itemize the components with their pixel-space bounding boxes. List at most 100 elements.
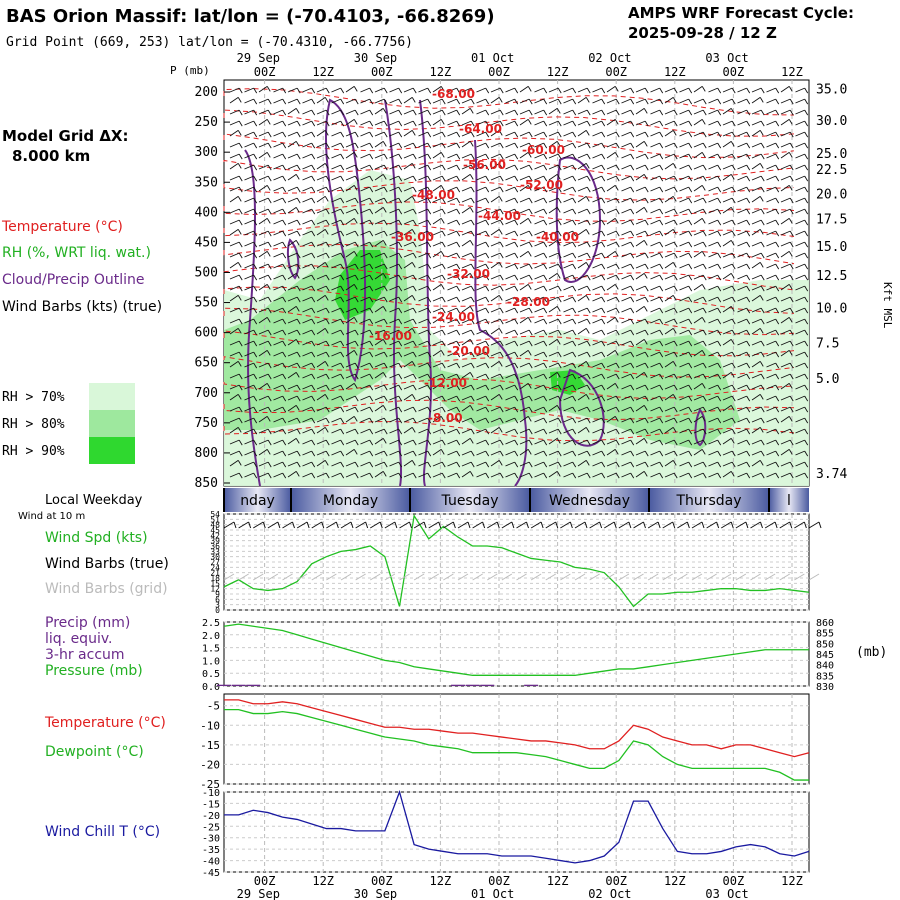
wind-barb-flag	[311, 197, 316, 204]
wind-barb-flag	[630, 307, 635, 314]
wind-barb-flag	[237, 394, 242, 400]
wind-barb-flag	[499, 252, 504, 259]
wind-barb-flag	[585, 328, 590, 334]
wind-barb	[795, 329, 805, 335]
wind-barb-flag	[615, 274, 620, 281]
wind-barb-flag	[398, 461, 403, 468]
wind-barb	[693, 164, 704, 170]
wind-barb-flag	[369, 186, 374, 193]
wind-barb	[577, 384, 588, 390]
wind-barb	[751, 241, 762, 247]
pressure-tick-label: 835	[816, 671, 834, 682]
wind-barb-flag	[325, 241, 330, 248]
wind-barb	[505, 285, 515, 291]
wind-barb-flag	[383, 351, 388, 358]
wind-barb-flag	[630, 395, 635, 402]
wind-barb	[461, 404, 471, 412]
wind-barb	[766, 208, 776, 214]
wind-barb	[287, 153, 298, 159]
wind-barb-flag	[514, 142, 519, 149]
wind-barb-flag	[238, 87, 243, 94]
wind-barb-flag	[673, 439, 678, 446]
wind-barb-flag	[789, 307, 794, 314]
wind-barb-flag	[659, 461, 664, 468]
wind-barb	[403, 406, 414, 412]
wind-barb	[461, 219, 472, 225]
wind-barb-flag	[340, 87, 345, 94]
wind-barb-flag	[730, 471, 735, 477]
wind-barb	[780, 448, 790, 456]
wind-barb-flag	[601, 252, 606, 259]
wind-barb	[258, 329, 269, 335]
wind-barb-flag	[659, 274, 664, 281]
wind-barb-flag	[253, 439, 258, 446]
wind-barb	[229, 195, 239, 203]
wind-barb-flag	[775, 131, 780, 138]
wind-barb	[577, 153, 588, 159]
wind-barb-flag	[615, 230, 620, 237]
sfc-wind-barb	[355, 521, 366, 529]
wind-barb	[679, 395, 689, 401]
sfc-wind-barb-flag	[818, 521, 822, 529]
wind-barb-flag	[615, 461, 620, 468]
top-date-label: 01 Oct	[471, 51, 514, 65]
wind-barb-flag	[717, 461, 722, 468]
wind-barb-flag	[499, 153, 504, 160]
wind-barb	[766, 406, 776, 412]
wind-barb-flag	[296, 428, 301, 435]
wind-barb-flag	[296, 153, 301, 160]
wind-barb-flag	[527, 449, 532, 455]
wind-barb-flag	[485, 208, 490, 215]
wind-barb	[679, 307, 689, 313]
wind-barb	[273, 175, 283, 181]
wind-barb	[432, 197, 443, 203]
wind-barb-flag	[614, 383, 619, 389]
wind-barb	[258, 472, 269, 478]
wind-barb-flag	[514, 153, 519, 160]
wind-barb-flag	[789, 197, 794, 204]
temperature-contour	[223, 109, 795, 137]
wind-barb	[519, 283, 529, 291]
wind-barb-flag	[760, 186, 765, 193]
wind-barb-flag	[586, 153, 591, 160]
wind-barb-flag	[543, 142, 548, 149]
wind-barb-flag	[543, 164, 548, 171]
wind-barb-flag	[324, 97, 329, 103]
wind-barb-flag	[572, 428, 577, 435]
wind-barb	[563, 186, 573, 192]
wind-barb	[737, 406, 747, 412]
wind-tick-label: 27	[210, 558, 220, 567]
bottom-hour-label: 12Z	[312, 874, 334, 888]
wind-barb	[766, 373, 776, 379]
wind-barb	[302, 131, 312, 137]
wind-barb	[548, 252, 559, 258]
wind-barb-flag	[702, 142, 707, 149]
wind-barb	[577, 450, 588, 456]
wind-barb-flag	[311, 241, 316, 248]
wind-barb	[766, 142, 776, 148]
sfc-wind-barb-flag	[540, 521, 544, 529]
wind-barb	[302, 98, 312, 104]
pressure-tick-label: 300	[195, 145, 218, 160]
wind-barb	[780, 349, 790, 357]
wind-barb-flag	[543, 351, 548, 358]
sfc-wind-barb	[501, 521, 513, 529]
wind-barb	[780, 283, 790, 291]
wind-barb-flag	[412, 340, 417, 347]
wind-barb-flag	[746, 241, 751, 248]
wind-barb	[708, 153, 718, 159]
wind-barb	[258, 217, 268, 225]
wind-barb-flag	[630, 450, 635, 457]
wind-barb	[519, 250, 529, 258]
wind-barb-flag	[528, 142, 533, 149]
wind-barb	[273, 340, 283, 346]
bottom-date-label: 29 Sep	[237, 887, 280, 900]
wind-barb-flag	[804, 296, 809, 303]
wind-barb-flag	[514, 98, 519, 105]
wind-barb-flag	[295, 108, 300, 114]
wind-barb	[302, 472, 312, 478]
wind-barb-flag	[282, 362, 287, 369]
wind-barb	[244, 351, 254, 357]
wind-barb	[548, 230, 559, 236]
wind-barb	[693, 428, 704, 434]
